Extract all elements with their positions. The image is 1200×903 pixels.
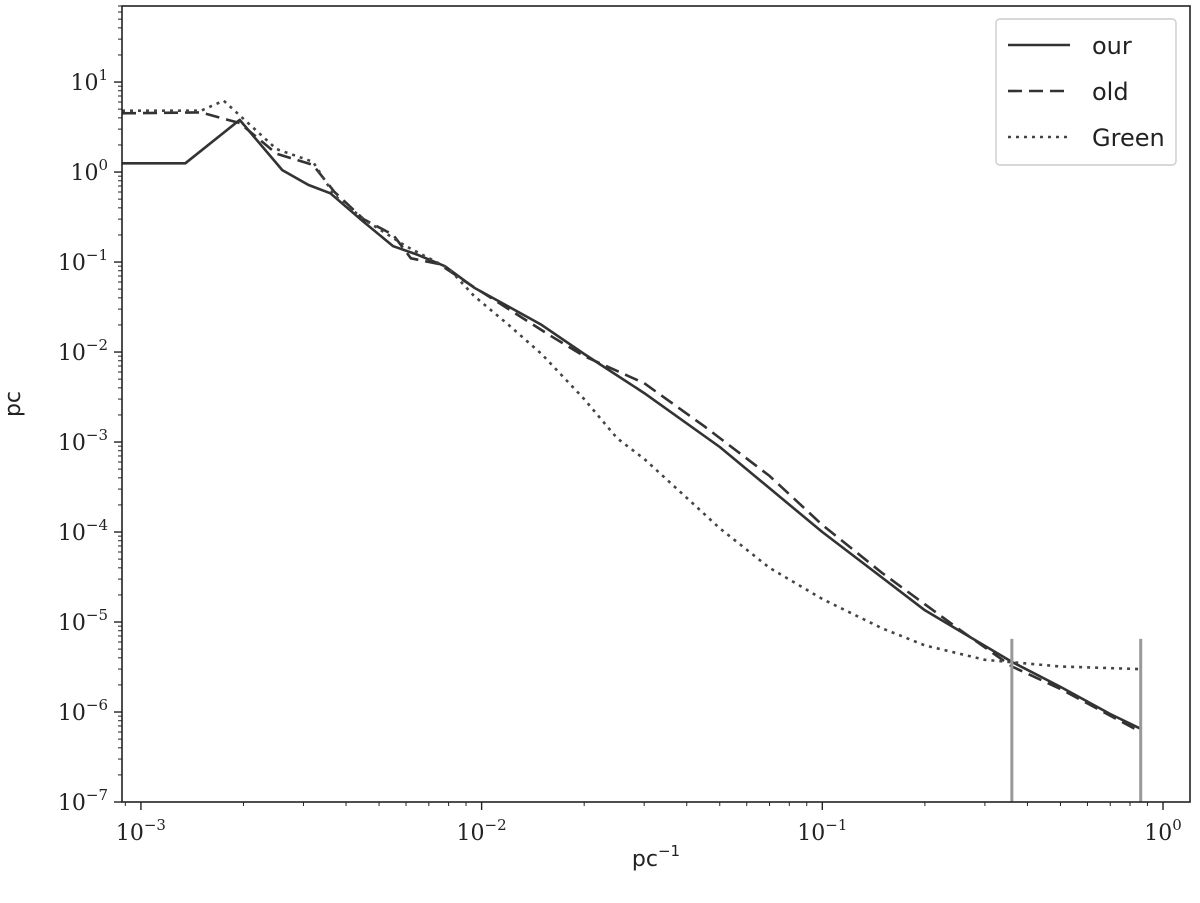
- legend-label-green: Green: [1092, 124, 1165, 152]
- axis-ticks: 10−3 10−2 10−1 100 10−7 10−6 10−5 10−4 10−3 10−2 1…: [58, 5, 1182, 846]
- series-line-old: [121, 111, 1142, 734]
- legend: our old Green: [995, 18, 1177, 166]
- legend-box: [995, 18, 1177, 166]
- y-tick-label: 10−1: [58, 246, 108, 276]
- plot-frame: [121, 5, 1191, 803]
- legend-label-our: our: [1092, 32, 1132, 60]
- legend-label-old: old: [1092, 78, 1129, 106]
- y-tick-label: 10−6: [58, 696, 108, 726]
- y-tick-label: 100: [70, 156, 108, 186]
- x-tick-label: 10−2: [457, 816, 507, 846]
- y-tick-label: 10−7: [58, 786, 108, 816]
- series-line-our: [122, 118, 1142, 730]
- y-tick-label: 10−2: [58, 336, 108, 366]
- y-tick-label: 10−3: [58, 426, 108, 456]
- x-tick-label: 100: [1144, 816, 1182, 846]
- series-layer: [121, 99, 1143, 802]
- y-axis-label: pc: [1, 391, 26, 417]
- y-tick-label: 10−5: [58, 606, 108, 636]
- y-tick-label: 10−4: [58, 516, 108, 546]
- x-tick-label: 10−3: [116, 816, 166, 846]
- x-tick-label: 10−1: [797, 816, 847, 846]
- x-axis-label: pc−1: [632, 842, 680, 872]
- y-tick-label: 101: [70, 66, 108, 96]
